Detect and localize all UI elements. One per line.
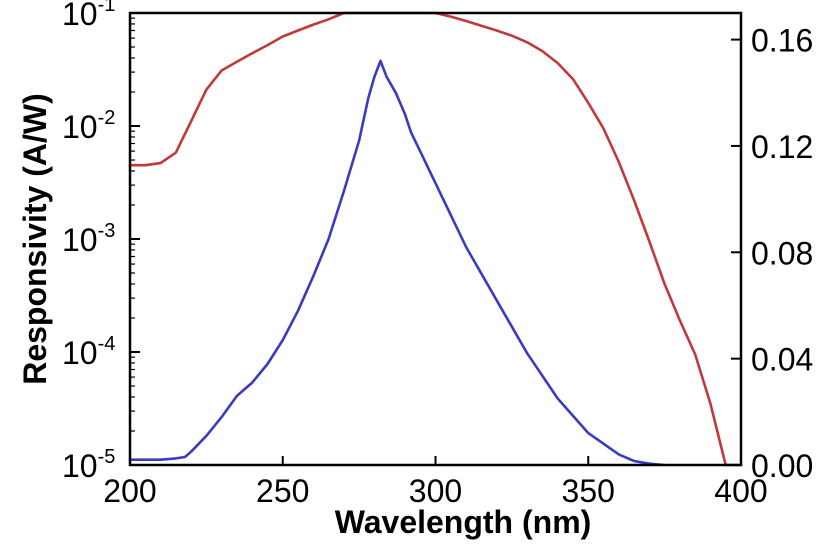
y-right-tick-label: 0.00 (751, 448, 813, 484)
x-tick-label: 200 (103, 473, 156, 509)
y-right-tick-label: 0.08 (751, 235, 813, 271)
x-axis-title: Wavelength (nm) (335, 504, 592, 540)
y-axis-title: Responsivity (A/W) (17, 93, 53, 385)
y-left-tick-label: 10-2 (62, 107, 115, 145)
y-left-tick-label: 10-3 (62, 220, 115, 258)
y-right-tick-label: 0.12 (751, 129, 813, 165)
y-right-tick-label: 0.04 (751, 342, 813, 378)
x-tick-label: 250 (256, 473, 309, 509)
x-tick-label: 400 (714, 473, 767, 509)
y-left-tick-label: 10-4 (62, 333, 115, 371)
x-tick-label: 350 (562, 473, 615, 509)
y-right-tick-label: 0.16 (751, 23, 813, 59)
y-left-tick-label: 10-1 (62, 0, 115, 32)
series-line-log-axis (128, 11, 743, 467)
x-tick-label: 300 (409, 473, 462, 509)
series-line-linear-axis (128, 59, 666, 467)
y-left-tick-label: 10-5 (62, 446, 115, 484)
